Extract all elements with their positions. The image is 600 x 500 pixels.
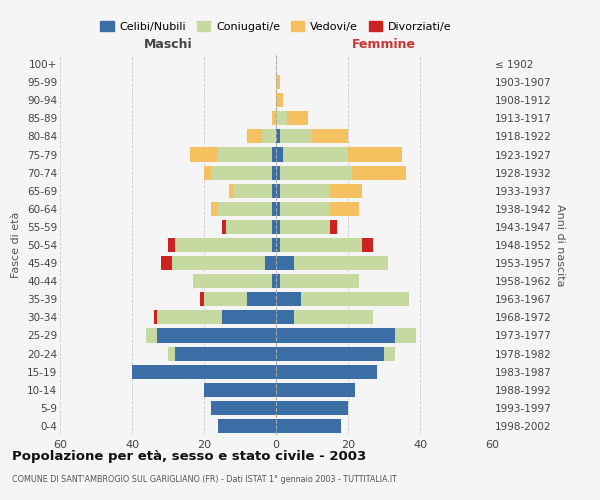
Bar: [276, 256, 294, 270]
Bar: [276, 364, 377, 378]
Bar: [132, 364, 276, 378]
Bar: [276, 292, 301, 306]
Bar: [276, 328, 395, 342]
Bar: [272, 148, 276, 162]
Bar: [276, 346, 384, 360]
Bar: [218, 202, 272, 216]
Bar: [157, 328, 276, 342]
Bar: [330, 220, 337, 234]
Bar: [265, 256, 276, 270]
Text: Femmine: Femmine: [352, 38, 416, 52]
Bar: [330, 220, 337, 234]
Bar: [276, 419, 341, 433]
Bar: [222, 220, 226, 234]
Bar: [233, 184, 272, 198]
Bar: [193, 274, 272, 288]
Bar: [276, 202, 280, 216]
Bar: [280, 184, 330, 198]
Bar: [200, 292, 204, 306]
Bar: [157, 310, 222, 324]
Bar: [211, 166, 272, 179]
Bar: [276, 112, 287, 126]
Bar: [154, 310, 157, 324]
Bar: [362, 238, 373, 252]
Bar: [211, 202, 218, 216]
Bar: [384, 346, 395, 360]
Y-axis label: Fasce di età: Fasce di età: [11, 212, 22, 278]
Bar: [175, 238, 272, 252]
Bar: [247, 292, 276, 306]
Bar: [161, 256, 172, 270]
Bar: [168, 238, 175, 252]
Bar: [218, 148, 272, 162]
Legend: Celibi/Nubili, Coniugati/e, Vedovi/e, Divorziati/e: Celibi/Nubili, Coniugati/e, Vedovi/e, Di…: [96, 17, 456, 36]
Bar: [222, 310, 276, 324]
Bar: [262, 130, 276, 143]
Bar: [276, 166, 280, 179]
Bar: [190, 148, 218, 162]
Bar: [276, 75, 280, 89]
Bar: [276, 184, 280, 198]
Bar: [395, 328, 416, 342]
Bar: [276, 238, 280, 252]
Bar: [272, 112, 276, 126]
Bar: [362, 238, 370, 252]
Bar: [348, 148, 402, 162]
Bar: [301, 292, 409, 306]
Bar: [330, 202, 359, 216]
Bar: [294, 310, 373, 324]
Bar: [280, 130, 312, 143]
Bar: [272, 238, 276, 252]
Bar: [204, 166, 211, 179]
Bar: [204, 292, 247, 306]
Bar: [280, 238, 362, 252]
Bar: [352, 166, 406, 179]
Bar: [172, 256, 265, 270]
Text: Maschi: Maschi: [143, 38, 193, 52]
Bar: [146, 328, 157, 342]
Bar: [276, 148, 283, 162]
Bar: [276, 382, 355, 397]
Bar: [229, 184, 233, 198]
Bar: [168, 346, 175, 360]
Text: COMUNE DI SANT'AMBROGIO SUL GARIGLIANO (FR) - Dati ISTAT 1° gennaio 2003 - TUTTI: COMUNE DI SANT'AMBROGIO SUL GARIGLIANO (…: [12, 475, 397, 484]
Bar: [294, 256, 388, 270]
Bar: [175, 346, 276, 360]
Bar: [226, 220, 272, 234]
Bar: [287, 112, 308, 126]
Bar: [272, 166, 276, 179]
Bar: [283, 148, 348, 162]
Bar: [247, 130, 262, 143]
Bar: [276, 401, 348, 415]
Y-axis label: Anni di nascita: Anni di nascita: [556, 204, 565, 286]
Bar: [276, 310, 294, 324]
Bar: [272, 220, 276, 234]
Bar: [276, 274, 280, 288]
Bar: [222, 220, 226, 234]
Bar: [280, 202, 330, 216]
Bar: [276, 220, 280, 234]
Bar: [280, 220, 330, 234]
Bar: [211, 401, 276, 415]
Bar: [312, 130, 348, 143]
Bar: [218, 419, 276, 433]
Bar: [280, 274, 359, 288]
Bar: [272, 274, 276, 288]
Bar: [204, 382, 276, 397]
Text: Popolazione per età, sesso e stato civile - 2003: Popolazione per età, sesso e stato civil…: [12, 450, 366, 463]
Bar: [276, 130, 280, 143]
Bar: [272, 202, 276, 216]
Bar: [276, 93, 283, 108]
Bar: [280, 166, 352, 179]
Bar: [330, 184, 362, 198]
Bar: [272, 184, 276, 198]
